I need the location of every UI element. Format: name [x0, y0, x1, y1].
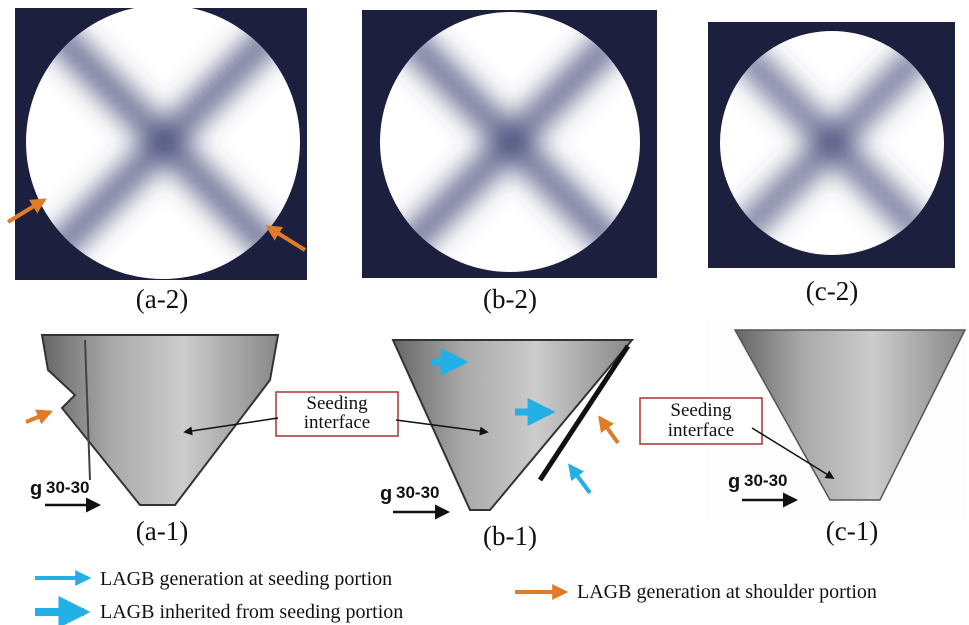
callout-text: interface — [668, 420, 734, 441]
wafer-c — [708, 22, 955, 268]
callout-text: interface — [304, 412, 370, 433]
callout-text: Seeding — [670, 400, 732, 421]
callout-text: Seeding — [306, 393, 368, 414]
wafer-b — [362, 10, 657, 278]
legend-text: LAGB generation at seeding portion — [100, 568, 392, 590]
figure: (a-2) (b-2) (c-2) (a-1) (b-1) (c-1) g 30… — [0, 0, 969, 625]
panel-label: (b-2) — [483, 284, 537, 314]
gravity-sub: 30-30 — [744, 471, 787, 490]
gravity-sub: 30-30 — [396, 483, 439, 502]
gravity-label: g — [728, 471, 740, 493]
panel-label: (a-2) — [136, 284, 188, 314]
legend-text: LAGB generation at shoulder portion — [577, 581, 877, 603]
gravity-a: g 30-30 — [30, 478, 98, 505]
panel-label: (b-1) — [483, 521, 537, 551]
legend: LAGB generation at seeding portion LAGB … — [35, 568, 877, 623]
legend-text: LAGB inherited from seeding portion — [100, 601, 403, 623]
panel-label: (c-1) — [826, 516, 878, 546]
gravity-sub: 30-30 — [46, 478, 89, 497]
gravity-label: g — [30, 478, 42, 500]
wafer-a — [8, 5, 307, 280]
gravity-label: g — [380, 483, 392, 505]
gravity-b: g 30-30 — [380, 483, 447, 512]
panel-label: (a-1) — [136, 516, 188, 546]
panel-label: (c-2) — [806, 276, 858, 306]
